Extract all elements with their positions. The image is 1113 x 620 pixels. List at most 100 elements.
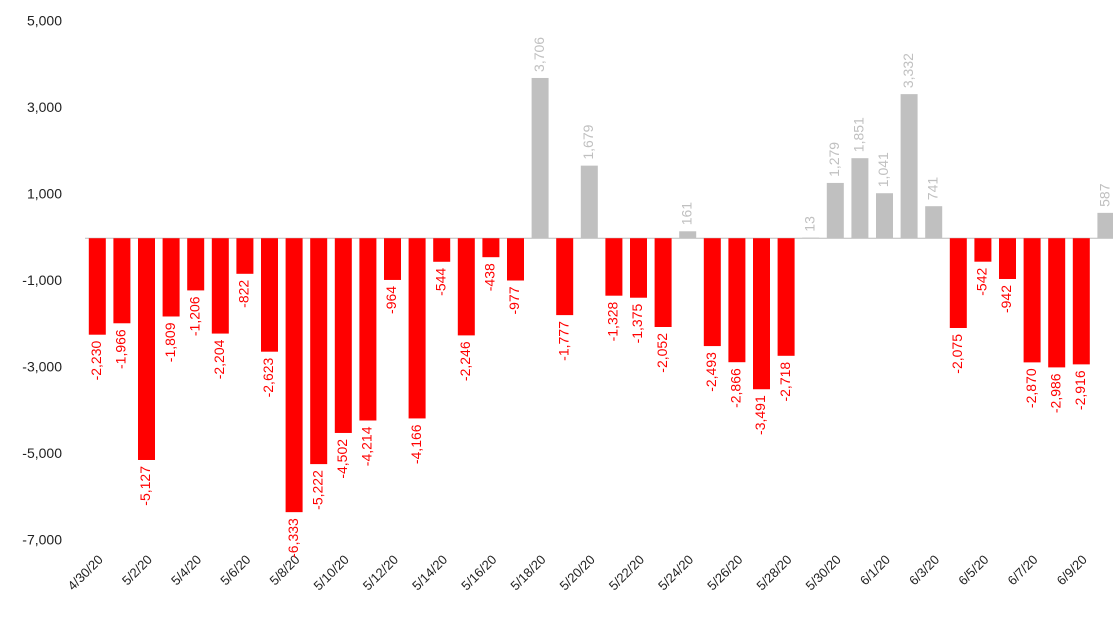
data-label: -942 xyxy=(998,285,1014,313)
data-label: 1,679 xyxy=(580,124,596,159)
bar xyxy=(310,238,328,465)
x-tick-label: 6/1/20 xyxy=(857,552,893,588)
data-label: -1,328 xyxy=(605,301,621,341)
y-tick-label: -3,000 xyxy=(22,359,62,375)
data-label: -1,206 xyxy=(186,296,202,336)
bar xyxy=(482,238,500,258)
x-tick-label: 6/7/20 xyxy=(1004,552,1040,588)
data-label: -2,246 xyxy=(457,341,473,381)
bar xyxy=(605,238,623,296)
x-tick-label: 5/12/20 xyxy=(360,552,401,593)
bar xyxy=(1072,238,1090,365)
x-tick-label: 6/5/20 xyxy=(955,552,991,588)
x-tick-label: 5/30/20 xyxy=(803,552,844,593)
data-label: -6,333 xyxy=(285,518,301,558)
y-tick-label: 5,000 xyxy=(27,13,62,29)
data-label: -964 xyxy=(383,286,399,314)
y-tick-label: 3,000 xyxy=(27,99,62,115)
bar xyxy=(753,238,770,390)
data-label: -4,214 xyxy=(359,426,375,466)
x-tick-label: 5/10/20 xyxy=(311,552,352,593)
bar xyxy=(654,238,672,327)
y-tick-label: -5,000 xyxy=(22,445,62,461)
data-label: 741 xyxy=(924,177,940,201)
data-label: -822 xyxy=(236,280,252,308)
data-label: -438 xyxy=(482,263,498,291)
x-tick-label: 5/18/20 xyxy=(507,552,548,593)
x-tick-label: 5/28/20 xyxy=(753,552,794,593)
data-label: -1,966 xyxy=(113,329,129,369)
bar xyxy=(949,238,967,328)
data-label: -2,230 xyxy=(88,340,104,380)
data-label: 587 xyxy=(1097,183,1113,207)
bar xyxy=(630,238,647,298)
data-label: -1,375 xyxy=(629,304,645,344)
data-label: -2,623 xyxy=(260,357,276,397)
y-tick-label: -1,000 xyxy=(22,272,62,288)
x-tick-label: 5/22/20 xyxy=(606,552,647,593)
bar xyxy=(457,238,475,336)
bar xyxy=(433,238,451,262)
bar xyxy=(334,238,352,433)
bar xyxy=(777,238,795,356)
bar xyxy=(703,238,721,347)
bar xyxy=(925,206,943,239)
x-tick-label: 4/30/20 xyxy=(65,552,106,593)
x-tick-label: 5/20/20 xyxy=(557,552,598,593)
data-label: 3,706 xyxy=(531,37,547,72)
data-label: 1,279 xyxy=(826,142,842,177)
bar xyxy=(900,94,918,239)
data-label: -3,491 xyxy=(752,395,768,435)
bar xyxy=(384,238,401,280)
data-label: 1,041 xyxy=(875,152,891,187)
bar xyxy=(974,238,992,262)
data-label: 13 xyxy=(801,216,817,232)
data-label: -2,052 xyxy=(654,333,670,373)
bar xyxy=(162,238,180,317)
y-tick-label: -7,000 xyxy=(22,532,62,548)
bar xyxy=(113,238,131,324)
bar xyxy=(580,165,598,239)
y-tick-label: 1,000 xyxy=(27,186,62,202)
data-label: -5,222 xyxy=(309,470,325,510)
bar xyxy=(1048,238,1066,368)
x-tick-label: 5/6/20 xyxy=(217,552,253,588)
data-label: 161 xyxy=(678,202,694,226)
data-label: 3,332 xyxy=(900,53,916,88)
bar xyxy=(679,231,697,239)
data-label: -5,127 xyxy=(137,466,153,506)
data-label: -542 xyxy=(974,267,990,295)
bar xyxy=(211,238,229,334)
data-label: -2,866 xyxy=(728,368,744,408)
bar xyxy=(507,238,524,281)
x-tick-label: 5/16/20 xyxy=(458,552,499,593)
data-label: -2,493 xyxy=(703,352,719,392)
data-label: -1,809 xyxy=(162,322,178,362)
bar xyxy=(531,77,549,239)
data-label: -2,986 xyxy=(1047,373,1063,413)
bar xyxy=(285,238,303,513)
bar xyxy=(851,158,869,239)
data-label: -2,204 xyxy=(211,339,227,379)
data-label: -2,870 xyxy=(1023,368,1039,408)
bar xyxy=(802,237,820,239)
x-tick-label: 5/24/20 xyxy=(655,552,696,593)
bar xyxy=(359,238,377,421)
data-label: -544 xyxy=(432,268,448,296)
data-label: -4,166 xyxy=(408,424,424,464)
bar xyxy=(728,238,746,363)
bar xyxy=(261,238,278,352)
bar xyxy=(556,238,574,316)
data-label: -2,718 xyxy=(777,362,793,402)
x-tick-label: 6/9/20 xyxy=(1054,552,1090,588)
x-tick-label: 5/4/20 xyxy=(168,552,204,588)
bar xyxy=(876,193,893,239)
x-tick-label: 5/2/20 xyxy=(119,552,155,588)
bar xyxy=(236,238,254,274)
bar xyxy=(1023,238,1041,363)
data-label: -2,916 xyxy=(1072,370,1088,410)
data-label: -1,777 xyxy=(555,321,571,361)
bar xyxy=(88,238,106,335)
